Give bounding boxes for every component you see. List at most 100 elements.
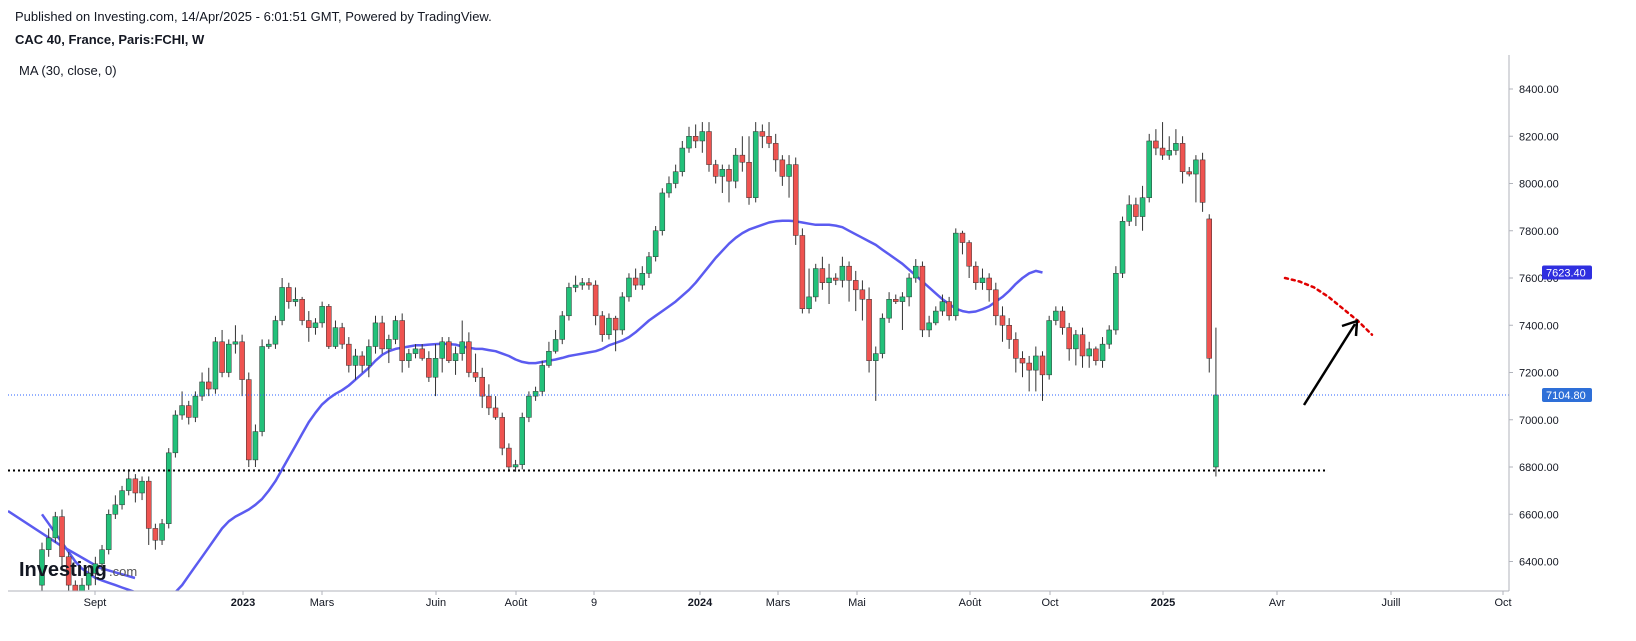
candle-up — [546, 350, 552, 366]
candle-up — [1053, 310, 1059, 321]
candle-up — [199, 381, 205, 397]
x-tick-label: Sept — [84, 597, 107, 609]
candle-down — [946, 301, 952, 317]
candle-up — [1033, 355, 1039, 371]
y-tick-label: 7800.00 — [1519, 226, 1559, 238]
candle-down — [1006, 325, 1012, 340]
candle-up — [105, 514, 112, 550]
candle-down — [419, 348, 425, 359]
ma-price-tag — [1542, 265, 1592, 280]
symbol-title: CAC 40, France, Paris:FCHI, W — [15, 32, 205, 47]
candle-down — [506, 447, 512, 468]
candle-up — [719, 169, 726, 177]
candle-up — [119, 490, 125, 506]
candle-down — [246, 379, 252, 461]
candle-down — [919, 265, 926, 331]
candle-down — [306, 320, 312, 328]
candle-down — [986, 277, 992, 291]
candle-up — [1086, 348, 1092, 357]
y-tick-label: 7200.00 — [1519, 368, 1559, 380]
candle-up — [1119, 221, 1126, 274]
candle-down — [792, 164, 799, 236]
candle-down — [1019, 358, 1026, 364]
candle-up — [212, 341, 219, 390]
ma-price-tag-label: 7623.40 — [1546, 267, 1586, 279]
candle-down — [799, 235, 806, 309]
candle-up — [159, 523, 165, 541]
candle-up — [699, 131, 706, 142]
candle-down — [286, 287, 292, 302]
candle-up — [259, 346, 265, 432]
ma-line — [40, 219, 1043, 591]
candle-up — [1046, 320, 1052, 376]
candle-down — [132, 478, 139, 494]
x-tick-label: Juill — [1382, 597, 1401, 609]
candle-down — [59, 516, 65, 558]
candle-up — [1126, 204, 1132, 222]
arrow-head — [1341, 319, 1359, 337]
y-tick-label: 6800.00 — [1519, 462, 1559, 474]
candle-up — [1106, 329, 1112, 345]
candle-down — [379, 322, 385, 350]
logo-main: Investing — [19, 559, 107, 581]
x-tick-label: 2023 — [231, 597, 255, 609]
candle-up — [99, 549, 105, 565]
y-tick-label: 6400.00 — [1519, 557, 1559, 569]
y-tick-label: 7400.00 — [1519, 320, 1559, 332]
candle-up — [732, 154, 739, 182]
candle-down — [1079, 334, 1086, 357]
x-tick-label: Mars — [766, 597, 791, 609]
candle-down — [819, 268, 826, 283]
x-tick-label: Août — [959, 597, 982, 609]
x-tick-label: Avr — [1269, 597, 1286, 609]
candle-up — [272, 320, 279, 345]
candle-down — [592, 284, 599, 317]
candle-up — [319, 306, 325, 324]
candle-down — [206, 381, 212, 390]
candle-down — [692, 136, 699, 142]
candle-up — [439, 341, 445, 359]
x-tick-label: 2024 — [688, 597, 713, 609]
published-caption: Published on Investing.com, 14/Apr/2025 … — [15, 9, 492, 24]
candle-up — [579, 282, 586, 286]
last-price-tag — [1542, 387, 1592, 402]
candle-up — [806, 296, 812, 309]
candle-up — [652, 230, 659, 257]
candle-down — [1026, 362, 1032, 371]
candle-down — [832, 277, 839, 281]
candle-up — [839, 265, 846, 281]
candle-down — [466, 341, 472, 373]
candle-up — [552, 339, 559, 352]
candle-up — [125, 478, 132, 491]
candle-down — [712, 164, 719, 177]
candle-up — [539, 365, 545, 392]
candle-up — [172, 414, 179, 454]
candle-down — [586, 282, 592, 286]
candle-up — [512, 464, 519, 468]
candle-up — [386, 339, 392, 350]
candle-up — [406, 353, 412, 361]
candle-down — [1093, 348, 1099, 361]
candle-up — [1146, 140, 1152, 198]
candle-up — [659, 192, 666, 231]
candle-up — [926, 322, 932, 331]
arrow-shaft — [1302, 323, 1357, 406]
candle-down — [1013, 339, 1019, 359]
candle-up — [532, 391, 539, 397]
y-tick-label: 7000.00 — [1519, 415, 1559, 427]
candle-down — [239, 341, 245, 380]
candle-down — [486, 395, 492, 409]
candle-up — [226, 343, 232, 373]
candle-down — [499, 417, 505, 449]
candle-up — [192, 395, 199, 418]
candle-up — [392, 320, 399, 340]
candle-up — [1213, 394, 1219, 468]
candle-up — [679, 147, 686, 172]
candle-up — [906, 277, 912, 298]
candle-up — [79, 584, 85, 591]
candle-up — [112, 504, 119, 515]
candle-up — [606, 317, 612, 335]
candle-up — [292, 299, 299, 302]
candle-down — [399, 320, 405, 361]
